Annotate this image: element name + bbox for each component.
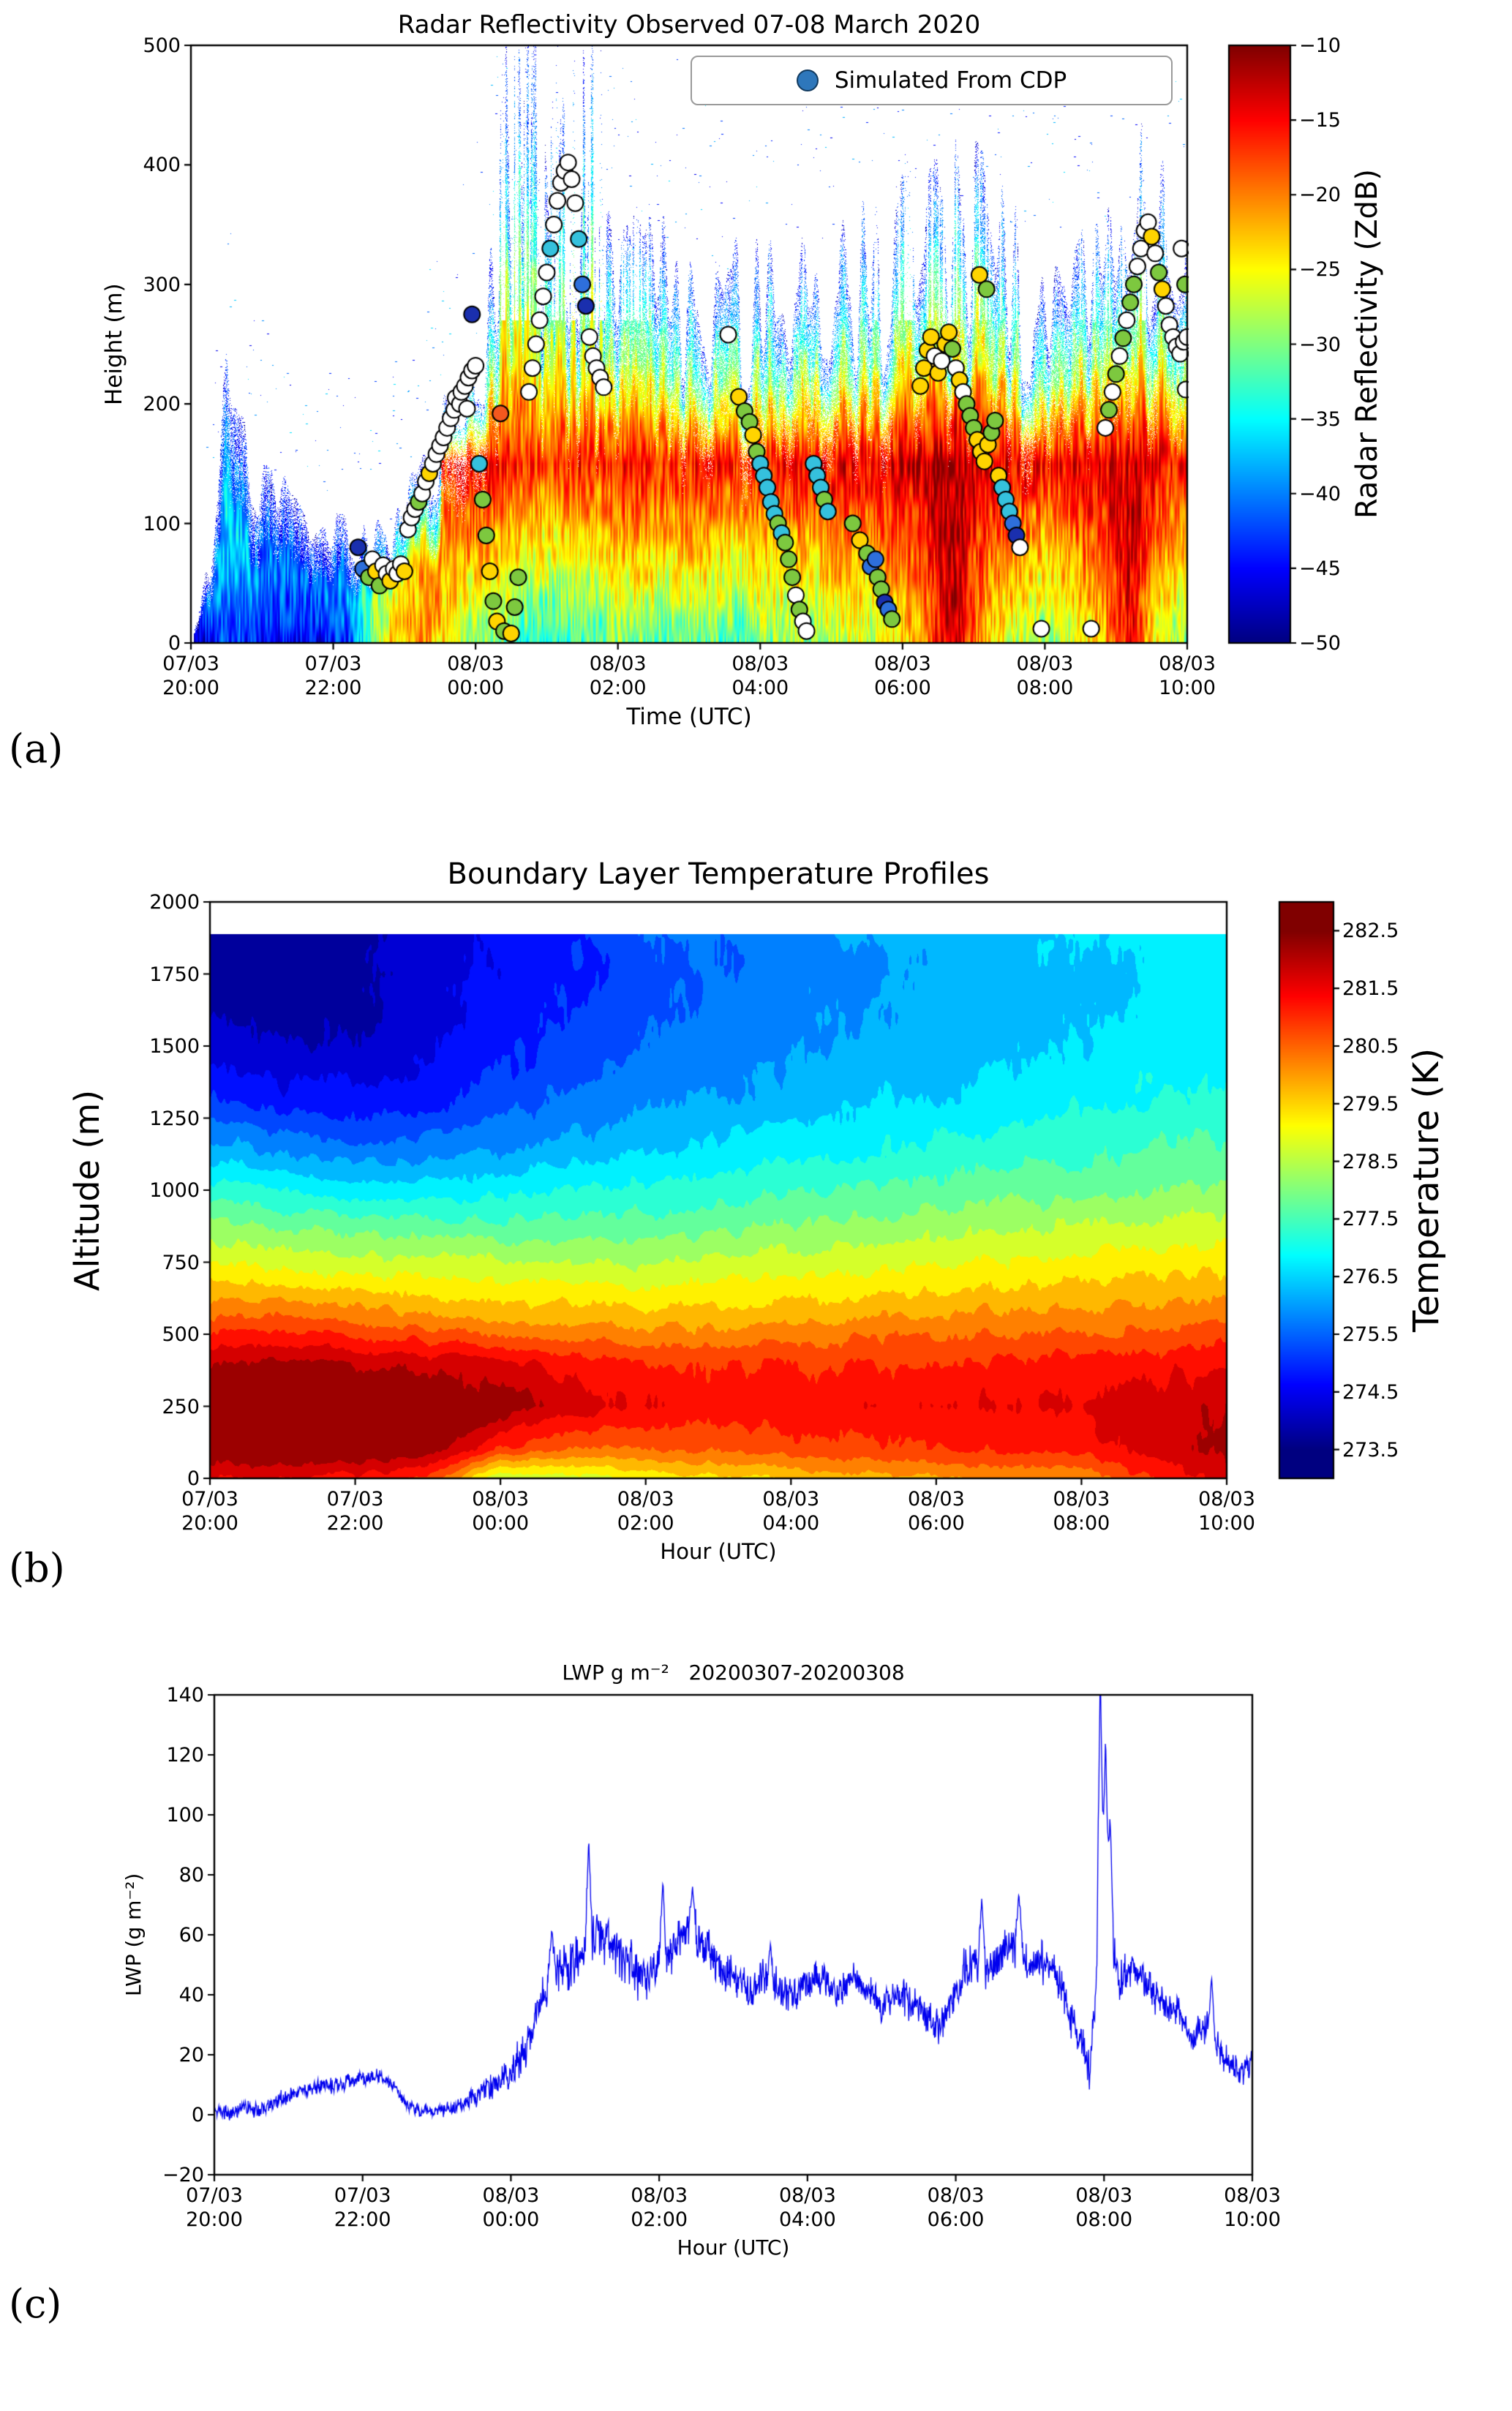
tick-label: 07/03 22:00	[304, 652, 362, 699]
tick-label: 400	[143, 154, 181, 177]
tick-label: 0	[168, 632, 181, 655]
tick-label: −45	[1299, 557, 1341, 580]
tick-label: 08/03 04:00	[731, 652, 789, 699]
tick-label: 274.5	[1342, 1380, 1399, 1404]
tick-label: 08/03 04:00	[762, 1488, 820, 1535]
tick-label: 300	[143, 273, 181, 296]
legend-circle-marker-icon	[796, 69, 819, 91]
panel-a-letter: (a)	[9, 726, 64, 772]
tick-label: 08/03 06:00	[927, 2184, 985, 2231]
tick-label: 281.5	[1342, 977, 1399, 1001]
tick-label: −10	[1299, 34, 1341, 57]
tick-label: 07/03 22:00	[334, 2184, 391, 2231]
panel-c-title: LWP g m⁻² 20200307-20200308	[562, 1660, 905, 1685]
tick-label: 276.5	[1342, 1265, 1399, 1289]
tick-label: 1500	[149, 1035, 200, 1058]
panel-a-colorbar-label: Radar Reflectivity (ZdB)	[1350, 169, 1384, 519]
tick-label: 273.5	[1342, 1438, 1399, 1462]
tick-label: −50	[1299, 632, 1341, 655]
tick-label: −25	[1299, 258, 1341, 282]
panel-c-letter: (c)	[9, 2281, 62, 2327]
tick-label: 277.5	[1342, 1208, 1399, 1231]
tick-label: 08/03 08:00	[1016, 652, 1074, 699]
tick-label: 08/03 08:00	[1075, 2184, 1133, 2231]
tick-label: −20	[162, 2164, 204, 2186]
panel-b-title: Boundary Layer Temperature Profiles	[447, 857, 990, 891]
panel-c-x-axis-label: Hour (UTC)	[677, 2235, 790, 2260]
tick-label: 08/03 02:00	[631, 2184, 688, 2231]
tick-label: 80	[178, 1864, 204, 1887]
panel-b-x-axis-label: Hour (UTC)	[660, 1539, 777, 1564]
tick-label: 07/03 22:00	[326, 1488, 384, 1535]
tick-label: 08/03 10:00	[1159, 652, 1216, 699]
tick-label: 08/03 02:00	[589, 652, 647, 699]
tick-label: 08/03 06:00	[873, 652, 931, 699]
tick-label: 100	[143, 512, 181, 535]
tick-label: 282.5	[1342, 919, 1399, 943]
tick-label: 280.5	[1342, 1035, 1399, 1058]
tick-label: 08/03 08:00	[1053, 1488, 1110, 1535]
tick-label: 1000	[149, 1179, 200, 1202]
panel-a-x-axis-label: Time (UTC)	[626, 704, 752, 730]
tick-label: 1750	[149, 963, 200, 986]
tick-label: 750	[162, 1251, 200, 1274]
tick-label: 0	[187, 1467, 200, 1490]
tick-label: −20	[1299, 184, 1341, 207]
tick-label: 120	[166, 1744, 204, 1767]
tick-label: 07/03 20:00	[186, 2184, 243, 2231]
panel-a-legend-label: Simulated From CDP	[834, 67, 1067, 94]
tick-label: 500	[143, 34, 181, 57]
tick-label: 250	[162, 1395, 200, 1418]
tick-label: 279.5	[1342, 1092, 1399, 1116]
tick-label: 200	[143, 393, 181, 416]
tick-label: 08/03 10:00	[1198, 1488, 1255, 1535]
tick-label: 08/03 02:00	[617, 1488, 674, 1535]
tick-label: 278.5	[1342, 1150, 1399, 1173]
tick-label: −30	[1299, 333, 1341, 356]
tick-label: −15	[1299, 109, 1341, 132]
tick-label: 20	[178, 2044, 204, 2066]
panel-a-y-axis-label: Height (m)	[101, 283, 127, 405]
tick-label: −40	[1299, 482, 1341, 505]
tick-label: 07/03 20:00	[181, 1488, 238, 1535]
panel-a-legend: Simulated From CDP	[691, 56, 1173, 105]
panel-b-y-axis-label: Altitude (m)	[67, 1089, 107, 1291]
tick-label: 60	[178, 1924, 204, 1947]
tick-label: 500	[162, 1323, 200, 1346]
tick-label: 40	[178, 1984, 204, 2006]
tick-label: 07/03 20:00	[162, 652, 219, 699]
tick-label: 08/03 00:00	[472, 1488, 530, 1535]
tick-label: 2000	[149, 891, 200, 914]
tick-label: 08/03 00:00	[482, 2184, 540, 2231]
tick-label: 08/03 04:00	[778, 2184, 836, 2231]
tick-label: 275.5	[1342, 1323, 1399, 1346]
tick-label: 0	[191, 2104, 204, 2126]
tick-label: 08/03 10:00	[1224, 2184, 1281, 2231]
panel-b-letter: (b)	[9, 1545, 65, 1591]
tick-label: 1250	[149, 1107, 200, 1130]
panel-b-colorbar-label: Temperature (K)	[1406, 1047, 1447, 1333]
tick-label: 140	[166, 1684, 204, 1707]
tick-label: 08/03 06:00	[907, 1488, 965, 1535]
tick-label: 08/03 00:00	[447, 652, 505, 699]
tick-label: −35	[1299, 407, 1341, 431]
tick-label: 100	[166, 1804, 204, 1827]
panel-a-title: Radar Reflectivity Observed 07-08 March …	[397, 10, 981, 40]
